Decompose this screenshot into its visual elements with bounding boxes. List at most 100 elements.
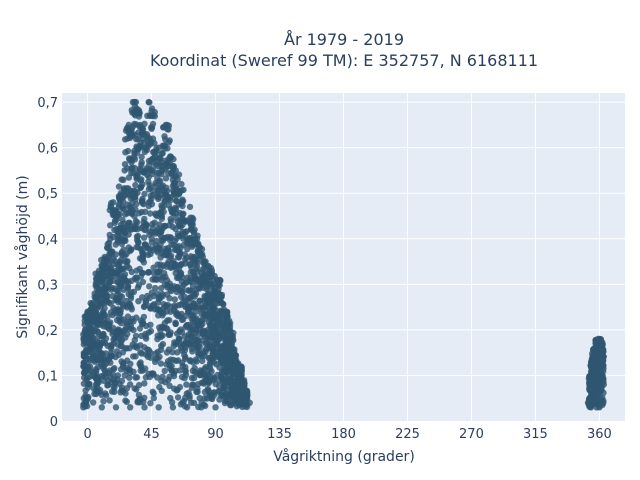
- data-point-fill: [176, 249, 183, 256]
- data-point-fill: [134, 284, 142, 291]
- data-point-fill: [101, 311, 108, 319]
- data-point-fill: [211, 311, 218, 319]
- data-point-fill: [179, 211, 186, 218]
- data-point: [589, 372, 596, 379]
- data-point-fill: [211, 354, 218, 361]
- data-point: [145, 98, 152, 106]
- data-point-fill: [131, 147, 138, 155]
- data-point-fill: [204, 387, 211, 394]
- data-point-fill: [135, 239, 142, 246]
- data-point-fill: [148, 201, 156, 208]
- data-point-fill: [113, 287, 121, 294]
- data-point-fill: [137, 359, 144, 366]
- data-point-fill: [82, 353, 89, 360]
- data-point-fill: [222, 334, 229, 342]
- data-point-fill: [226, 362, 233, 369]
- data-point-fill: [112, 241, 120, 248]
- chart-title-line1: År 1979 - 2019: [284, 30, 404, 49]
- data-point-fill: [161, 223, 168, 230]
- data-point: [155, 404, 162, 411]
- data-point-fill: [133, 136, 140, 143]
- data-point-fill: [206, 342, 213, 349]
- data-point-fill: [132, 332, 140, 340]
- data-point-fill: [162, 175, 170, 182]
- data-point-fill: [100, 286, 108, 293]
- data-point-fill: [100, 338, 107, 345]
- data-point-fill: [108, 388, 116, 395]
- data-point: [213, 276, 221, 283]
- data-point-fill: [132, 374, 139, 381]
- data-point: [98, 404, 106, 411]
- data-point: [128, 126, 135, 133]
- y-tick-label: 0,6: [37, 142, 58, 157]
- data-point: [134, 108, 141, 115]
- data-point-fill: [189, 348, 196, 355]
- data-point-fill: [182, 339, 190, 346]
- data-point-fill: [191, 304, 199, 311]
- y-tick-label: 0: [50, 415, 58, 430]
- data-point-fill: [84, 384, 92, 391]
- data-point-fill: [82, 359, 89, 367]
- data-point-fill: [155, 210, 163, 217]
- data-point-fill: [173, 197, 180, 205]
- data-point-fill: [119, 301, 127, 308]
- data-point-fill: [137, 342, 144, 349]
- data-point-fill: [151, 113, 158, 120]
- data-point-fill: [178, 293, 185, 300]
- data-point-fill: [120, 246, 127, 253]
- data-point-fill: [193, 325, 200, 333]
- data-point: [110, 199, 117, 206]
- data-point: [95, 267, 103, 274]
- data-point-fill: [160, 208, 167, 216]
- data-point-fill: [121, 229, 128, 236]
- data-point-fill: [119, 265, 126, 273]
- data-point: [218, 299, 225, 306]
- data-point-fill: [183, 381, 190, 388]
- data-point-fill: [89, 369, 97, 376]
- data-point-fill: [120, 388, 127, 395]
- data-point-fill: [169, 209, 176, 216]
- data-point-fill: [125, 219, 132, 227]
- data-point-fill: [190, 312, 197, 319]
- data-point-fill: [167, 234, 174, 241]
- x-tick-label: 360: [587, 427, 612, 442]
- data-point-fill: [113, 294, 120, 301]
- data-point-fill: [128, 246, 135, 253]
- data-point-fill: [107, 319, 114, 326]
- data-point-fill: [194, 344, 201, 351]
- data-point: [226, 326, 233, 334]
- data-point-fill: [224, 390, 231, 397]
- data-point-fill: [193, 370, 201, 377]
- data-point-fill: [96, 355, 103, 362]
- x-tick-label: 315: [523, 427, 548, 442]
- data-point-fill: [178, 198, 186, 205]
- data-point-fill: [176, 222, 183, 230]
- data-point-fill: [211, 329, 218, 336]
- data-point-fill: [113, 329, 120, 336]
- data-point-fill: [132, 275, 139, 282]
- data-point-fill: [181, 351, 188, 359]
- y-tick-label: 0,2: [37, 324, 58, 339]
- data-point-fill: [164, 247, 171, 255]
- data-point-fill: [107, 203, 115, 211]
- data-point-fill: [114, 232, 121, 239]
- data-point: [596, 335, 603, 343]
- data-point: [229, 344, 236, 352]
- data-point-fill: [209, 347, 216, 354]
- x-tick-label: 0: [83, 427, 91, 442]
- data-point-fill: [126, 203, 133, 210]
- data-point: [587, 404, 595, 411]
- data-point-fill: [198, 337, 206, 344]
- data-point-fill: [206, 363, 213, 370]
- data-point-fill: [149, 159, 157, 166]
- data-point: [80, 404, 87, 411]
- data-point-fill: [138, 153, 145, 161]
- data-point-fill: [156, 324, 163, 331]
- data-point-fill: [186, 287, 193, 294]
- data-point-fill: [83, 326, 90, 333]
- data-point-fill: [151, 275, 158, 282]
- data-point: [142, 144, 150, 151]
- data-point: [586, 395, 593, 402]
- data-point-fill: [184, 237, 191, 244]
